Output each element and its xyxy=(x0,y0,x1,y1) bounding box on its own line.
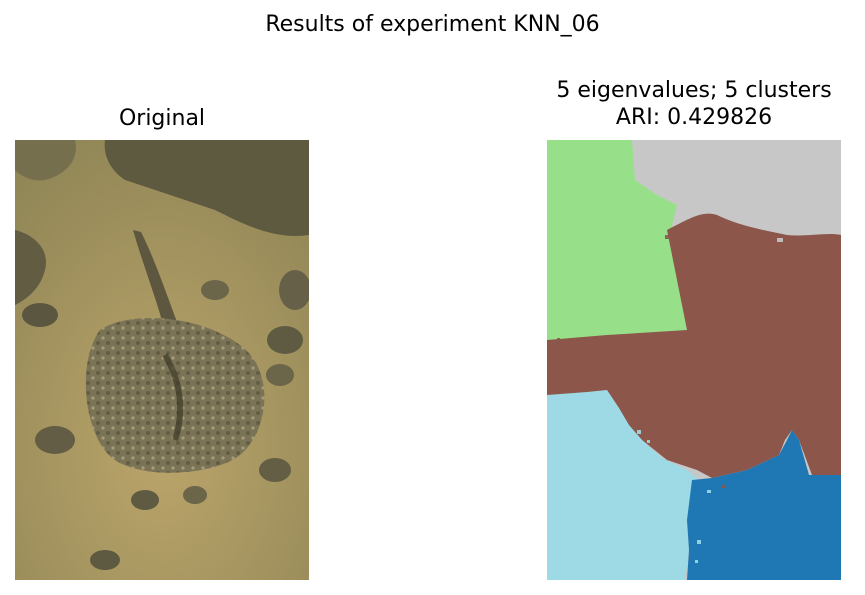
original-image xyxy=(15,140,309,580)
rock-bottom-5 xyxy=(90,550,120,570)
boundary-noise xyxy=(557,232,802,563)
rock-bottom-1 xyxy=(131,490,159,510)
stingray-tail xyxy=(133,230,180,332)
segmentation-title-line2: ARI: 0.429826 xyxy=(615,105,773,130)
segmentation-panel-title: 5 eigenvalues; 5 clusters ARI: 0.429826 xyxy=(520,77,865,131)
cluster-blue xyxy=(687,430,841,580)
stingray-center xyxy=(162,353,184,441)
rock-right-3 xyxy=(266,364,294,386)
rock-mid-left xyxy=(22,303,58,327)
rock-bottom-3 xyxy=(35,426,75,454)
rock-right-2 xyxy=(267,326,303,354)
rock-top-left xyxy=(15,140,76,181)
figure-title: Results of experiment KNN_06 xyxy=(265,12,600,37)
rock-mid xyxy=(201,280,229,300)
rock-bottom-2 xyxy=(183,486,207,504)
original-panel-title: Original xyxy=(118,106,206,131)
cluster-lightblue xyxy=(547,390,697,580)
rock-top xyxy=(104,140,309,236)
rock-left xyxy=(15,230,46,305)
cluster-green xyxy=(547,140,687,348)
segmentation-image xyxy=(547,140,841,580)
segmentation-title-line1: 5 eigenvalues; 5 clusters xyxy=(556,78,832,103)
rock-bottom-4 xyxy=(259,458,291,482)
rock-right-1 xyxy=(279,270,309,310)
